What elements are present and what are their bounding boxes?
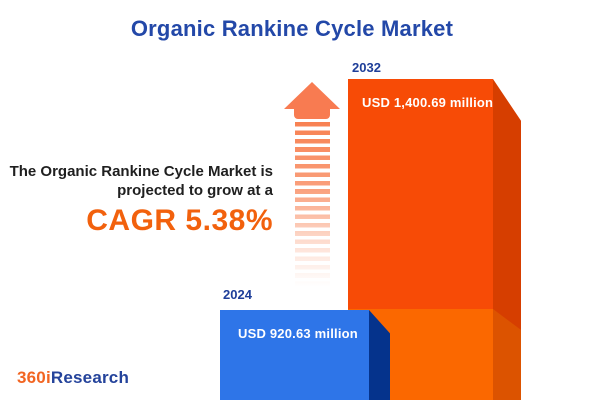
growth-arrow-stripes-icon <box>295 122 330 290</box>
bar-2024-side <box>369 310 390 400</box>
brand-logo-research: Research <box>50 368 130 387</box>
year-label-2032: 2032 <box>352 60 381 75</box>
value-label-2032: USD 1,400.69 million <box>362 95 494 110</box>
annotation-block: The Organic Rankine Cycle Market is proj… <box>0 162 273 238</box>
bar-2024-face <box>220 310 369 400</box>
cagr-value: CAGR 5.38% <box>86 204 273 237</box>
year-label-2024: 2024 <box>223 287 252 302</box>
growth-arrow-neck-icon <box>294 105 330 119</box>
brand-logo-360i: 360i <box>17 368 51 387</box>
bar-2032: USD 1,400.69 million <box>348 79 521 400</box>
brand-logo: 360iResearch <box>17 368 129 388</box>
annotation-line-2: projected to grow at a <box>117 182 273 199</box>
page-title: Organic Rankine Cycle Market <box>130 16 454 41</box>
bar-2024: USD 920.63 million <box>220 310 390 400</box>
growth-arrow-fade <box>295 122 330 290</box>
value-label-2024: USD 920.63 million <box>238 326 358 341</box>
annotation-line-1: The Organic Rankine Cycle Market is <box>9 163 273 180</box>
